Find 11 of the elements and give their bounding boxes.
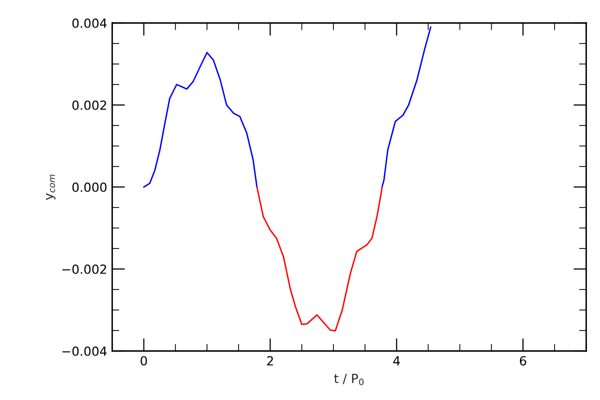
y-tick-label: 0.002: [72, 100, 106, 110]
x-axis-title: t / P$_{0}$: [334, 374, 364, 386]
y-tick-label: −0.004: [62, 346, 107, 356]
x-tick-label: 0: [140, 356, 147, 366]
y-tick-label: 0.000: [72, 182, 107, 192]
y-tick-label: −0.002: [62, 264, 106, 274]
x-tick-label: 4: [393, 356, 400, 366]
y-axis-title: y$_{com}$: [46, 174, 56, 200]
y-tick-label: 0.004: [72, 18, 107, 28]
x-tick-label: 6: [520, 356, 526, 366]
x-tick-label: 2: [267, 356, 273, 366]
